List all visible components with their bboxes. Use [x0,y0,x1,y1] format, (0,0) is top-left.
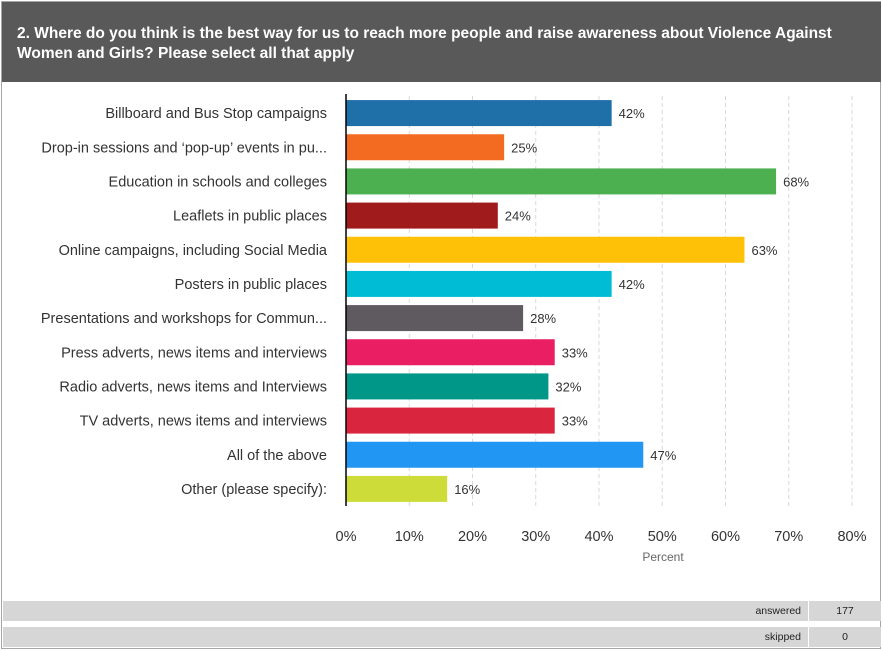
value-label: 47% [650,448,676,463]
category-label: Presentations and workshops for Commun..… [41,311,327,327]
category-label: Other (please specify): [181,482,327,498]
x-tick-label: 80% [837,529,866,545]
value-label: 33% [562,414,588,429]
category-label: Press adverts, news items and interviews [61,345,327,361]
category-label: Posters in public places [175,277,327,293]
x-tick-label: 50% [648,529,677,545]
category-label: Drop-in sessions and ‘pop-up’ events in … [41,140,327,156]
x-tick-label: 20% [458,529,487,545]
x-tick-label: 70% [774,529,803,545]
bar [346,168,777,195]
question-title: 2. Where do you think is the best way fo… [17,25,832,62]
x-tick-label: 0% [336,529,357,545]
x-tick-label: 40% [584,529,613,545]
value-label: 24% [505,209,531,224]
bar [346,305,524,332]
bar [346,202,498,229]
value-label: 42% [619,277,645,292]
category-label: TV adverts, news items and interviews [80,414,327,430]
bar [346,373,549,400]
value-label: 16% [454,482,480,497]
x-tick-label: 60% [711,529,740,545]
bar [346,407,555,434]
skipped-value: 0 [842,631,848,643]
x-tick-label: 10% [395,529,424,545]
x-tick-label: 30% [521,529,550,545]
x-axis-title: Percent [642,550,684,564]
value-label: 28% [530,311,556,326]
answered-separator [808,601,809,621]
skipped-row: skipped 0 [3,627,881,647]
bar [346,270,612,297]
skipped-label: skipped [764,631,801,643]
bar [346,100,612,127]
question-header: 2. Where do you think is the best way fo… [2,2,881,82]
category-label: Radio adverts, news items and Interviews [59,379,327,395]
bar [346,134,505,161]
value-label: 32% [555,379,581,394]
value-label: 63% [751,243,777,258]
category-label: Leaflets in public places [173,209,327,225]
bar [346,475,448,502]
value-label: 33% [562,345,588,360]
category-label: Billboard and Bus Stop campaigns [105,106,327,122]
value-label: 42% [619,106,645,121]
category-label: Online campaigns, including Social Media [59,243,328,259]
answered-row: answered 177 [3,601,881,621]
bar [346,339,555,366]
answered-value: 177 [836,605,854,617]
value-label: 68% [783,174,809,189]
bar-chart: Billboard and Bus Stop campaigns 42% Drop-… [41,94,867,564]
bar [346,236,745,263]
category-label: Education in schools and colleges [109,174,327,190]
value-label: 25% [511,140,537,155]
bar [346,441,644,468]
answered-label: answered [755,605,801,617]
skipped-separator [808,627,809,647]
category-label: All of the above [227,448,327,464]
